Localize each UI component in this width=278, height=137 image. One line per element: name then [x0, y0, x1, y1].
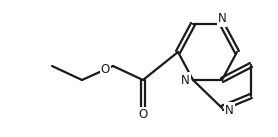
Text: O: O: [101, 63, 110, 76]
Text: N: N: [181, 73, 190, 86]
Text: N: N: [225, 103, 234, 116]
Text: N: N: [218, 12, 226, 25]
Text: O: O: [138, 109, 148, 122]
